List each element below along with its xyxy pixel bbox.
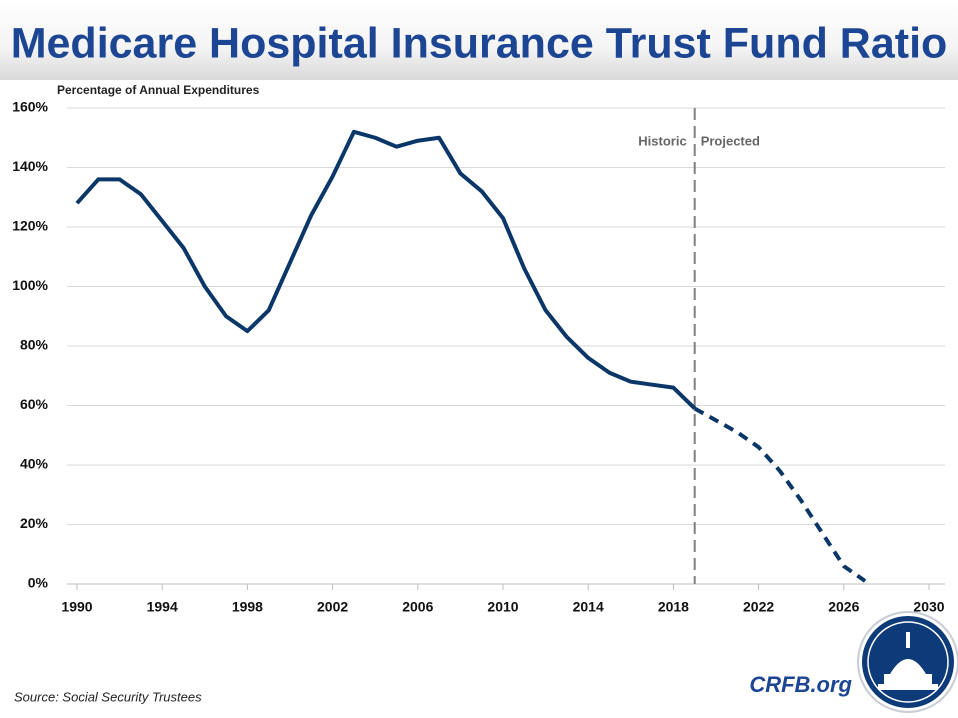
logo bbox=[857, 611, 958, 713]
series-annotation: Historic bbox=[638, 133, 686, 148]
y-tick-label: 20% bbox=[20, 515, 49, 531]
y-tick-label: 0% bbox=[28, 575, 49, 591]
y-tick-label: 60% bbox=[20, 396, 49, 412]
x-tick-label: 2022 bbox=[743, 599, 774, 615]
y-axis-label: Percentage of Annual Expenditures bbox=[57, 83, 260, 97]
y-tick-label: 120% bbox=[12, 218, 48, 234]
x-tick-label: 2002 bbox=[317, 599, 348, 615]
y-tick-label: 140% bbox=[12, 158, 48, 174]
source: Source: Social Security Trustees bbox=[14, 689, 202, 704]
x-tick-label: 2018 bbox=[658, 599, 689, 615]
x-tick-label: 2030 bbox=[913, 599, 944, 615]
x-tick-label: 1990 bbox=[61, 599, 92, 615]
series-annotation: Projected bbox=[701, 133, 760, 148]
x-tick-label: 2006 bbox=[402, 599, 433, 615]
x-tick-label: 2010 bbox=[487, 599, 518, 615]
y-tick-label: 80% bbox=[20, 337, 49, 353]
x-tick-label: 2026 bbox=[828, 599, 859, 615]
x-tick-label: 1998 bbox=[232, 599, 263, 615]
y-tick-label: 160% bbox=[12, 99, 48, 115]
y-tick-label: 100% bbox=[12, 277, 48, 293]
y-tick-label: 40% bbox=[20, 456, 49, 472]
brand: CRFB.org bbox=[749, 672, 852, 697]
title-banner bbox=[0, 0, 958, 80]
series-line bbox=[693, 406, 867, 583]
chart-title: Medicare Hospital Insurance Trust Fund R… bbox=[11, 19, 948, 67]
x-tick-label: 2014 bbox=[573, 599, 604, 615]
x-tick-label: 1994 bbox=[147, 599, 178, 615]
series-line bbox=[75, 129, 697, 410]
